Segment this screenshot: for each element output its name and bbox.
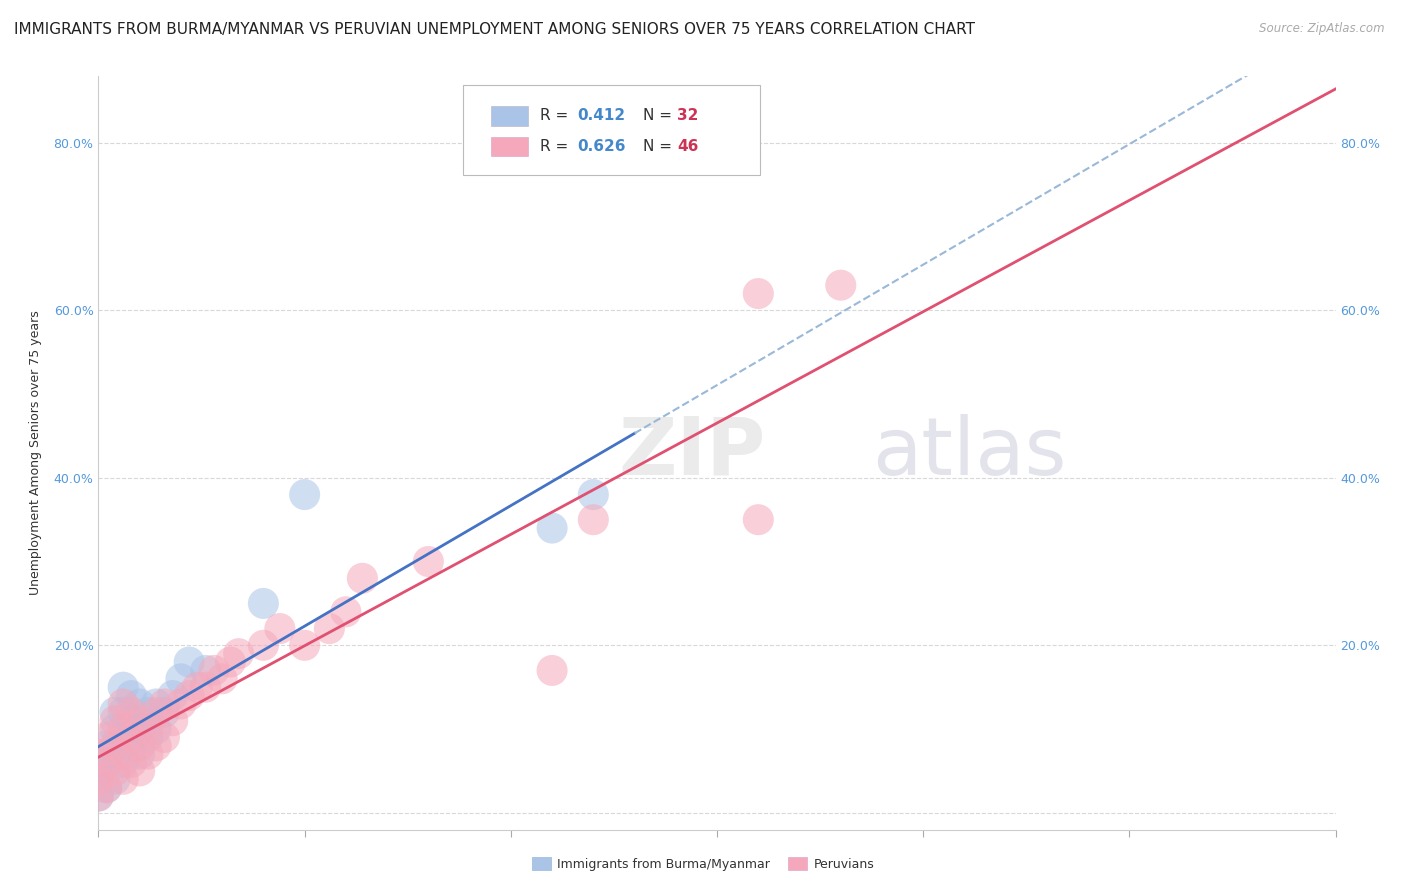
Point [252, 638, 274, 652]
Point [104, 714, 127, 728]
Text: 32: 32 [678, 108, 699, 123]
Point [104, 739, 127, 753]
Point [112, 680, 135, 694]
Point [582, 487, 605, 501]
Point [104, 706, 127, 720]
Text: atlas: atlas [872, 414, 1066, 491]
Point [294, 638, 316, 652]
Point [96, 780, 118, 795]
Point [96, 731, 118, 745]
Point [162, 714, 184, 728]
Point [112, 756, 135, 770]
Point [747, 513, 769, 527]
Text: R =: R = [540, 139, 574, 154]
Point [120, 756, 142, 770]
Text: 0.412: 0.412 [578, 108, 626, 123]
Point [112, 747, 135, 761]
Point [104, 772, 127, 787]
Point [128, 747, 150, 761]
Point [136, 706, 159, 720]
Point [96, 780, 118, 795]
Point [128, 714, 150, 728]
Point [136, 722, 159, 736]
Point [128, 722, 150, 736]
Text: 0.626: 0.626 [578, 139, 626, 154]
Point [211, 672, 233, 686]
Text: N =: N = [643, 139, 676, 154]
Text: ZIP: ZIP [619, 414, 765, 491]
Point [294, 487, 316, 501]
Point [145, 697, 167, 711]
FancyBboxPatch shape [491, 106, 527, 126]
Point [87, 747, 110, 761]
Point [194, 680, 217, 694]
Point [112, 772, 135, 787]
Y-axis label: Unemployment Among Seniors over 75 years: Unemployment Among Seniors over 75 years [30, 310, 42, 595]
Text: Source: ZipAtlas.com: Source: ZipAtlas.com [1260, 22, 1385, 36]
Legend: Immigrants from Burma/Myanmar, Peruvians: Immigrants from Burma/Myanmar, Peruvians [526, 851, 880, 877]
FancyBboxPatch shape [464, 85, 761, 176]
Point [145, 722, 167, 736]
Point [318, 622, 340, 636]
Point [128, 697, 150, 711]
Point [179, 689, 201, 703]
Point [96, 756, 118, 770]
Point [87, 772, 110, 787]
Point [153, 697, 176, 711]
Point [186, 680, 208, 694]
Point [128, 764, 150, 778]
Text: N =: N = [643, 108, 676, 123]
Point [104, 764, 127, 778]
Text: 46: 46 [678, 139, 699, 154]
Point [120, 689, 142, 703]
Point [170, 672, 193, 686]
Point [120, 731, 142, 745]
Text: IMMIGRANTS FROM BURMA/MYANMAR VS PERUVIAN UNEMPLOYMENT AMONG SENIORS OVER 75 YEA: IMMIGRANTS FROM BURMA/MYANMAR VS PERUVIA… [14, 22, 974, 37]
Point [153, 706, 176, 720]
Point [104, 747, 127, 761]
Point [112, 706, 135, 720]
Point [352, 571, 374, 585]
FancyBboxPatch shape [491, 136, 527, 156]
Point [582, 513, 605, 527]
Point [162, 689, 184, 703]
Point [541, 521, 564, 535]
Text: R =: R = [540, 108, 574, 123]
Point [170, 697, 193, 711]
Point [96, 739, 118, 753]
Point [541, 664, 564, 678]
Point [112, 697, 135, 711]
Point [96, 756, 118, 770]
Point [335, 605, 357, 619]
Point [104, 722, 127, 736]
Point [202, 664, 225, 678]
Point [418, 555, 440, 569]
Point [153, 731, 176, 745]
Point [120, 714, 142, 728]
Point [120, 706, 142, 720]
Point [830, 278, 852, 293]
Point [112, 722, 135, 736]
Point [179, 655, 201, 669]
Point [228, 647, 250, 661]
Point [136, 731, 159, 745]
Point [269, 622, 291, 636]
Point [145, 706, 167, 720]
Point [87, 764, 110, 778]
Point [112, 731, 135, 745]
Point [145, 739, 167, 753]
Point [120, 739, 142, 753]
Point [747, 286, 769, 301]
Point [194, 664, 217, 678]
Point [136, 747, 159, 761]
Point [219, 655, 242, 669]
Point [87, 789, 110, 803]
Point [252, 596, 274, 610]
Point [87, 789, 110, 803]
Point [128, 739, 150, 753]
